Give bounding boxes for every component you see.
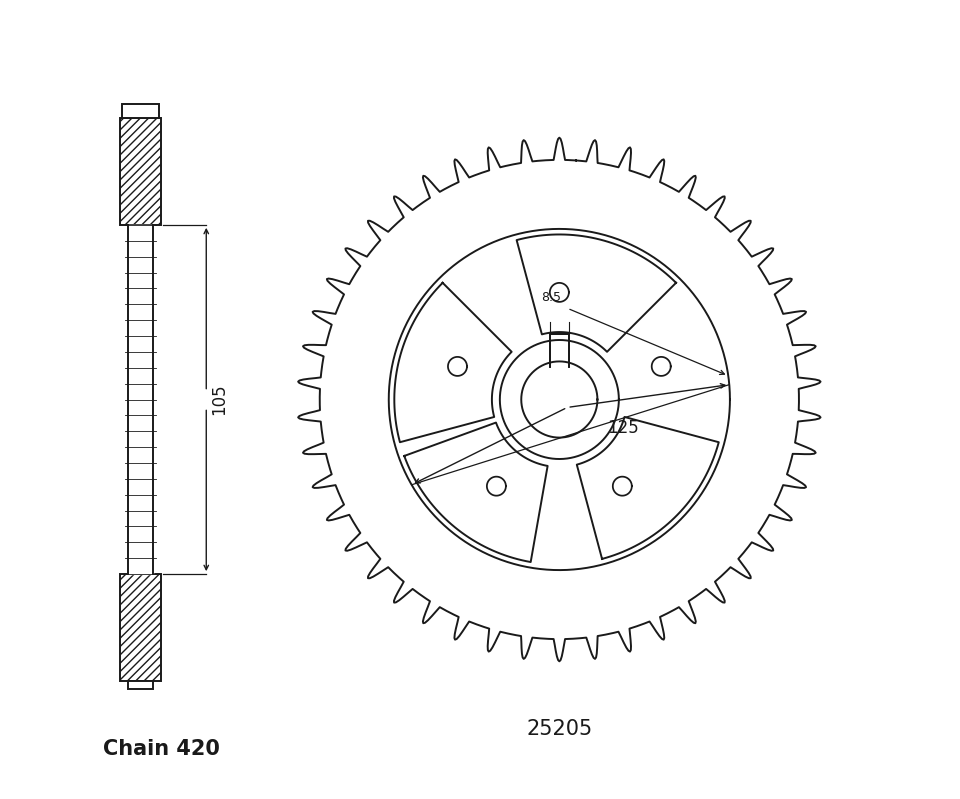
Text: 125: 125 <box>607 419 638 437</box>
Text: 8.5: 8.5 <box>541 292 562 304</box>
Text: Chain 420: Chain 420 <box>103 738 220 758</box>
Polygon shape <box>128 682 153 689</box>
Text: 105: 105 <box>210 384 228 415</box>
Polygon shape <box>120 117 161 225</box>
Text: 25205: 25205 <box>526 719 592 739</box>
Polygon shape <box>122 104 159 117</box>
Polygon shape <box>120 574 161 682</box>
